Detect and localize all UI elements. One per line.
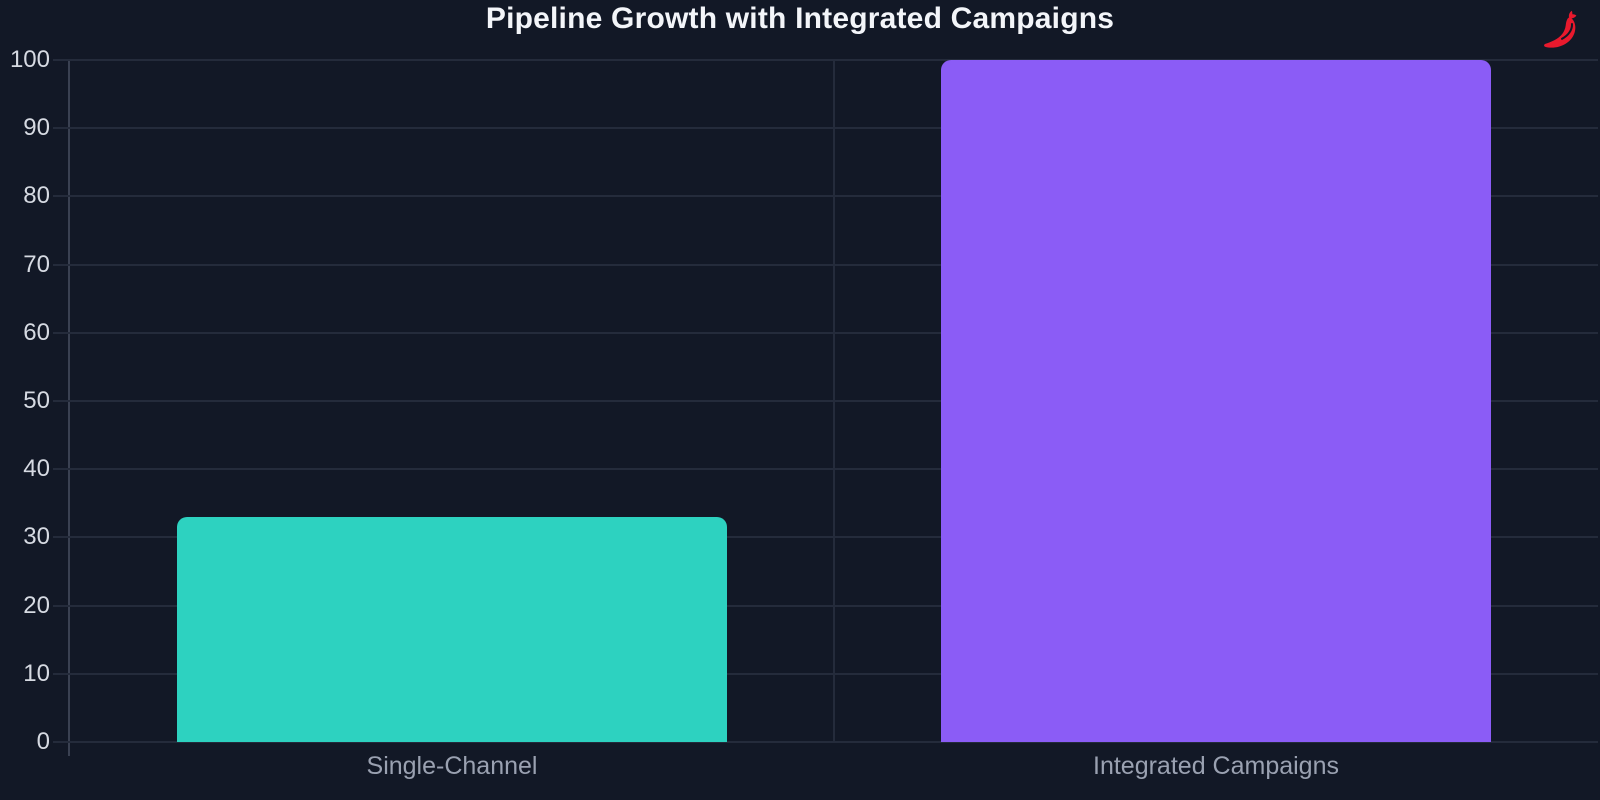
x-axis-label-single-channel: Single-Channel <box>366 752 538 780</box>
gridline-60 <box>53 331 1598 334</box>
y-axis-tick-label: 30 <box>23 523 50 551</box>
gridline-0 <box>53 741 1598 743</box>
grid-vertical-line <box>833 60 835 742</box>
chili-pepper-icon <box>1544 10 1577 48</box>
y-axis-tick-label: 90 <box>23 114 50 142</box>
y-axis-tick-label: 70 <box>23 250 50 278</box>
gridline-70 <box>53 263 1598 266</box>
x-axis-label-integrated-campaigns: Integrated Campaigns <box>1093 752 1339 780</box>
y-axis-tick-label: 60 <box>23 318 50 346</box>
gridline-10 <box>53 672 1598 675</box>
y-axis-tick-label: 10 <box>23 659 50 687</box>
y-axis-tick-label: 20 <box>23 591 50 619</box>
bar-integrated-campaigns[interactable] <box>940 60 1492 742</box>
gridline-100 <box>53 59 1598 61</box>
bar-single-channel[interactable] <box>176 516 728 742</box>
y-axis-tick-label: 40 <box>23 455 50 483</box>
plot-area: 0 10 20 30 40 50 60 70 80 90 100 Single-Channel Inte… <box>10 48 1598 780</box>
gridline-20 <box>53 604 1598 607</box>
gridline-90 <box>53 127 1598 130</box>
gridline-80 <box>53 195 1598 198</box>
brand-logo <box>1536 6 1584 58</box>
y-axis-tick-label: 50 <box>23 387 50 414</box>
chart-title: Pipeline Growth with Integrated Campaign… <box>485 2 1115 35</box>
gridline-40 <box>53 468 1598 471</box>
y-axis-tick-label: 100 <box>9 46 50 73</box>
y-axis-tick-label: 80 <box>23 182 50 210</box>
y-axis-line <box>68 60 70 756</box>
gridline-50 <box>53 400 1598 402</box>
gridline-30 <box>53 536 1598 539</box>
y-axis-tick-label: 0 <box>36 728 50 755</box>
